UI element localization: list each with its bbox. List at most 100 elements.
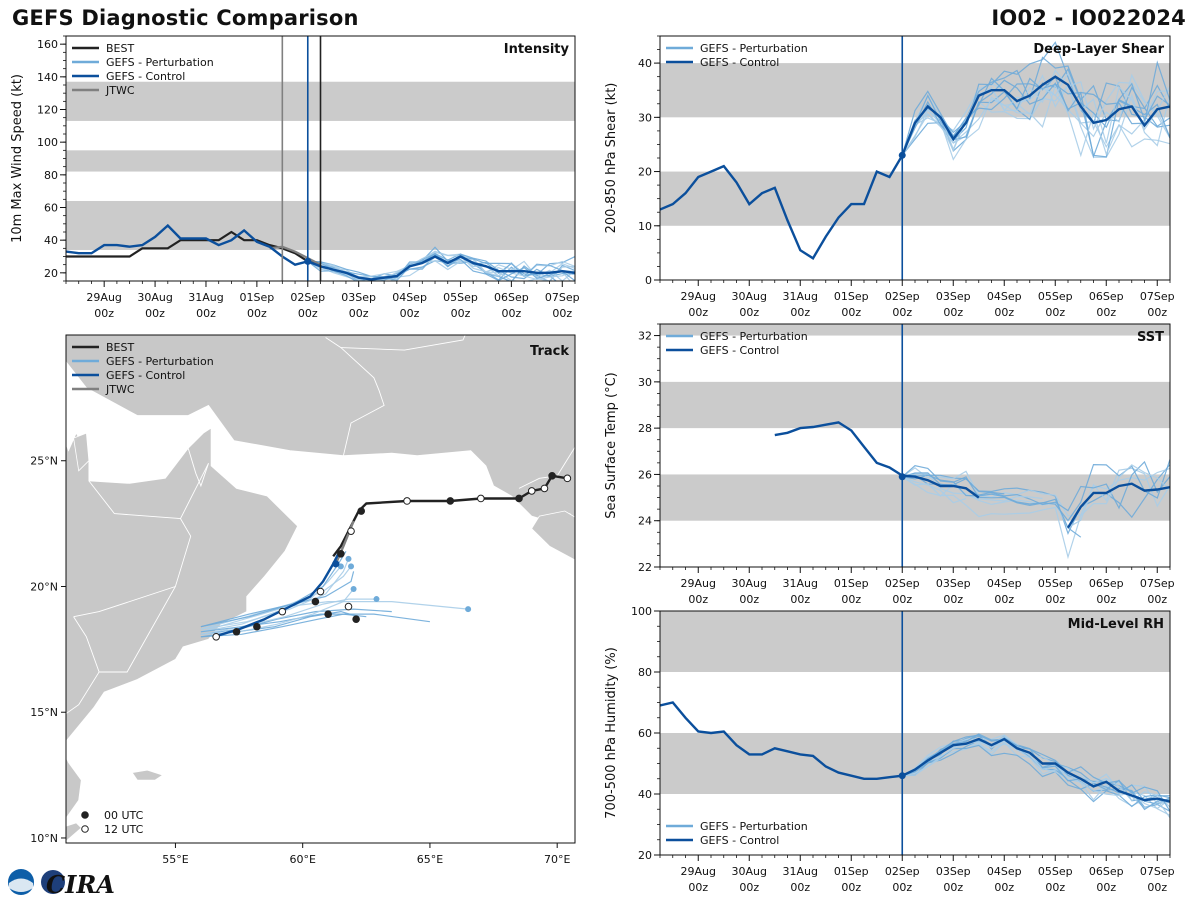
x-tick-label-hour: 00z <box>688 593 708 606</box>
threshold-band <box>660 324 1170 336</box>
x-tick-label-date: 03Sep <box>936 577 971 590</box>
legend-label: GEFS - Perturbation <box>700 42 808 55</box>
x-tick-label-date: 29Aug <box>86 291 121 304</box>
y-tick-label: 28 <box>638 422 652 435</box>
x-tick-label-hour: 00z <box>739 593 759 606</box>
x-tick-label-date: 29Aug <box>681 865 716 878</box>
panel-title: Mid-Level RH <box>1068 617 1164 632</box>
x-tick-label-date: 05Sep <box>443 291 478 304</box>
x-tick-label-date: 03Sep <box>936 865 971 878</box>
country-border <box>99 463 209 673</box>
x-tick-label-hour: 00z <box>841 306 861 319</box>
x-tick-label-date: 02Sep <box>885 290 920 303</box>
storm-id-title: IO02 - IO022024 <box>991 6 1186 30</box>
plot-area <box>660 324 1170 560</box>
threshold-band <box>660 171 1170 226</box>
x-tick-label-hour: 00z <box>790 306 810 319</box>
track-panel: 55°E 60°E 65°E 70°E 10°N 15°N 20°N 25°N Track BES… <box>30 334 576 866</box>
threshold-band <box>660 381 1170 429</box>
gujarat-landmass <box>531 510 575 561</box>
track-point-00utc <box>253 622 261 631</box>
perturbation-line <box>901 83 1170 161</box>
x-tick-label-date: 31Aug <box>188 291 223 304</box>
x-tick-label-date: 05Sep <box>1038 577 1073 590</box>
threshold-band <box>660 733 1170 794</box>
lon-tick-label: 65°E <box>417 853 443 866</box>
track-point-12utc <box>316 587 325 596</box>
legend-label: JTWC <box>105 383 135 396</box>
y-axis-label: 10m Max Wind Speed (kt) <box>10 74 25 243</box>
x-tick-label-hour: 00z <box>1045 593 1065 606</box>
x-tick-label-hour: 00z <box>349 307 369 320</box>
legend-label: GEFS - Perturbation <box>106 355 214 368</box>
x-tick-label-date: 03Sep <box>341 291 376 304</box>
init-marker <box>304 257 312 265</box>
x-tick-label-hour: 00z <box>943 881 963 894</box>
lon-tick-label: 70°E <box>544 853 570 866</box>
x-tick-label-hour: 00z <box>943 593 963 606</box>
country-border <box>518 446 575 489</box>
x-tick-label-date: 06Sep <box>1089 865 1124 878</box>
track-point-12utc <box>344 602 353 611</box>
y-tick-label: 120 <box>37 104 58 117</box>
threshold-band <box>660 611 1170 672</box>
y-tick-label: 24 <box>638 515 652 528</box>
x-tick-label-hour: 00z <box>1096 881 1116 894</box>
x-tick-label-date: 01Sep <box>834 865 869 878</box>
legend-label: GEFS - Perturbation <box>700 330 808 343</box>
y-tick-label: 40 <box>638 788 652 801</box>
country-border <box>73 586 176 618</box>
legend-label: GEFS - Perturbation <box>700 820 808 833</box>
rh-panel: 20 40 60 80 100 29Aug 00z 30Aug 00z 31Aug 00z 01Sep… <box>604 605 1175 894</box>
perturbation-line <box>901 75 1170 159</box>
lat-tick-label: 10°N <box>30 832 58 845</box>
legend-00utc-marker <box>81 811 89 819</box>
y-tick-label: 100 <box>37 136 58 149</box>
perturbation-track <box>200 550 347 628</box>
y-axis-label: Sea Surface Temp (°C) <box>604 372 619 519</box>
track-point-12utc <box>540 484 549 493</box>
x-tick-label-date: 04Sep <box>987 577 1022 590</box>
y-tick-label: 30 <box>638 376 652 389</box>
map-frame <box>65 334 576 844</box>
x-tick-label-hour: 00z <box>94 307 114 320</box>
lat-tick-label: 20°N <box>30 580 58 593</box>
x-tick-label-hour: 00z <box>145 307 165 320</box>
perturbation-line <box>902 734 1170 812</box>
y-tick-label: 40 <box>638 57 652 70</box>
perturbation-marker <box>348 563 355 570</box>
x-tick-label-hour: 00z <box>994 593 1014 606</box>
arabia-landmass <box>66 427 299 819</box>
perturbation-line <box>901 464 1170 560</box>
x-tick-label-date: 02Sep <box>885 577 920 590</box>
legend-label: GEFS - Control <box>700 344 779 357</box>
jtwc-line <box>269 245 322 266</box>
track-point-12utc <box>212 632 220 641</box>
plot-area <box>660 41 1170 260</box>
cira-wordmark: CIRA <box>46 870 115 898</box>
perturbation-marker <box>337 563 344 570</box>
x-tick-label-hour: 00z <box>1147 306 1167 319</box>
perturbation-marker <box>350 586 357 592</box>
y-tick-label: 22 <box>638 561 652 574</box>
country-border <box>88 480 181 520</box>
y-tick-label: 60 <box>638 727 652 740</box>
x-tick-label-date: 30Aug <box>137 291 172 304</box>
y-axis-label: 700-500 hPa Humidity (%) <box>604 647 619 819</box>
x-tick-label-date: 30Aug <box>732 290 767 303</box>
legend-label: JTWC <box>105 84 135 97</box>
cira-logo: CIRA <box>8 869 115 898</box>
x-tick-label-date: 01Sep <box>834 290 869 303</box>
track-point-00utc <box>548 472 556 480</box>
perturbation-marker <box>345 555 352 562</box>
qatar-landmass <box>73 432 90 472</box>
x-tick-label-hour: 00z <box>1147 881 1167 894</box>
x-tick-label-hour: 00z <box>552 307 572 320</box>
perturbation-line <box>901 465 1082 538</box>
plot-frame <box>659 323 1171 568</box>
x-tick-label-hour: 00z <box>196 307 216 320</box>
perturbation-line <box>901 740 1170 805</box>
threshold-band <box>660 63 1170 118</box>
track-point-12utc <box>347 527 355 535</box>
horn-landmass <box>66 822 82 842</box>
